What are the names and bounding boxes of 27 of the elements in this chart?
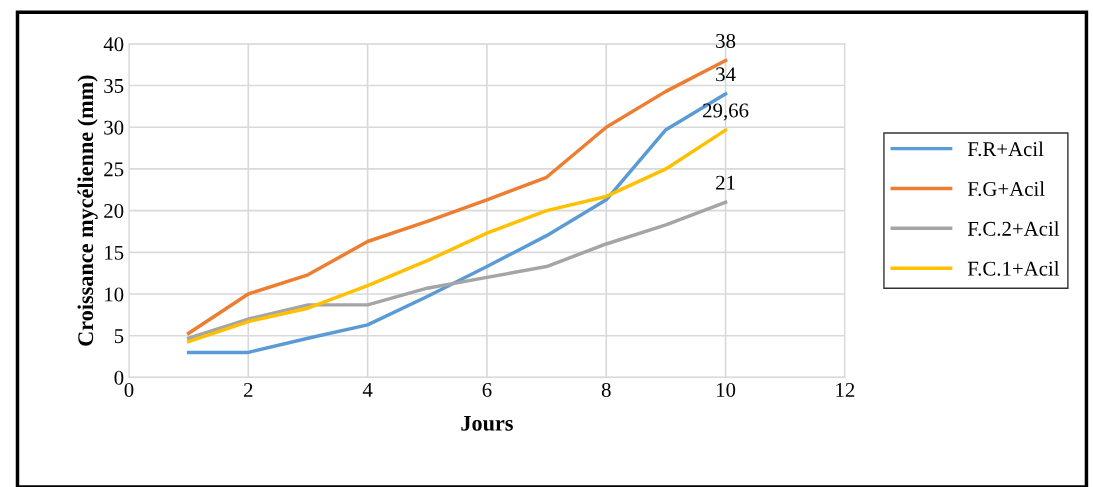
line-series [186,200,728,340]
y-tick-label: 30 [104,120,124,135]
y-axis-title: Croissance mycélienne (mm) [77,75,98,346]
x-tick-label: 8 [601,382,611,397]
legend-label: F.C.1+Acil [967,261,1060,276]
legend-label: F.C.2+Acil [967,221,1060,236]
data-label: 29,66 [703,103,749,121]
y-tick-label: 15 [105,245,124,260]
data-label: 38 [716,33,736,48]
legend-label: F.R+Acil [967,141,1044,157]
x-tick-label: 4 [362,383,373,397]
x-axis-title: Jours [461,415,513,431]
y-tick-label: 0 [114,370,124,385]
x-tick-label: 2 [244,382,253,397]
y-tick-label: 20 [104,204,124,219]
y-tick-label: 35 [104,78,124,93]
x-tick-label: 0 [124,382,134,397]
x-tick-label: 6 [482,382,492,397]
x-tick-label: 12 [836,382,855,397]
y-tick-label: 25 [104,162,124,177]
y-tick-label: 40 [103,37,124,52]
x-tick-label: 10 [716,382,736,397]
y-tick-label: 5 [114,329,124,344]
legend-label: F.G+Acil [967,181,1045,197]
data-label: 21 [716,175,735,190]
y-tick-label: 10 [105,287,124,302]
data-label: 34 [716,67,736,82]
